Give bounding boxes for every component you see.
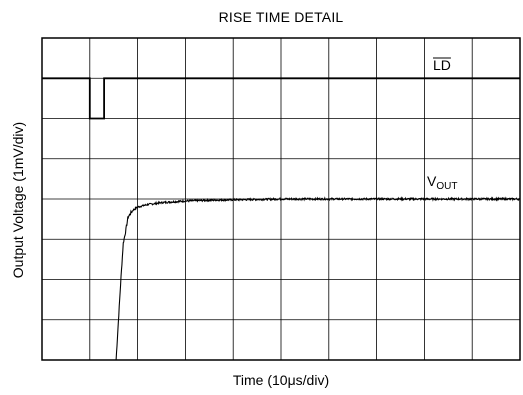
x-axis-label: Time (10μs/div) bbox=[232, 372, 330, 388]
ld-trace-label: LD bbox=[433, 57, 451, 73]
y-axis-label: Output Voltage (1mV/div) bbox=[10, 121, 26, 279]
series-line-vout bbox=[115, 196, 521, 361]
series-line-ld bbox=[42, 77, 520, 120]
plot-frame bbox=[41, 37, 521, 361]
vout-label-sub: OUT bbox=[436, 181, 457, 192]
vout-trace-label: VOUT bbox=[427, 173, 457, 192]
traces bbox=[42, 77, 521, 361]
trace-labels: LD VOUT bbox=[427, 57, 457, 192]
chart-title: RISE TIME DETAIL bbox=[218, 9, 344, 25]
vout-label-main: V bbox=[427, 173, 437, 189]
